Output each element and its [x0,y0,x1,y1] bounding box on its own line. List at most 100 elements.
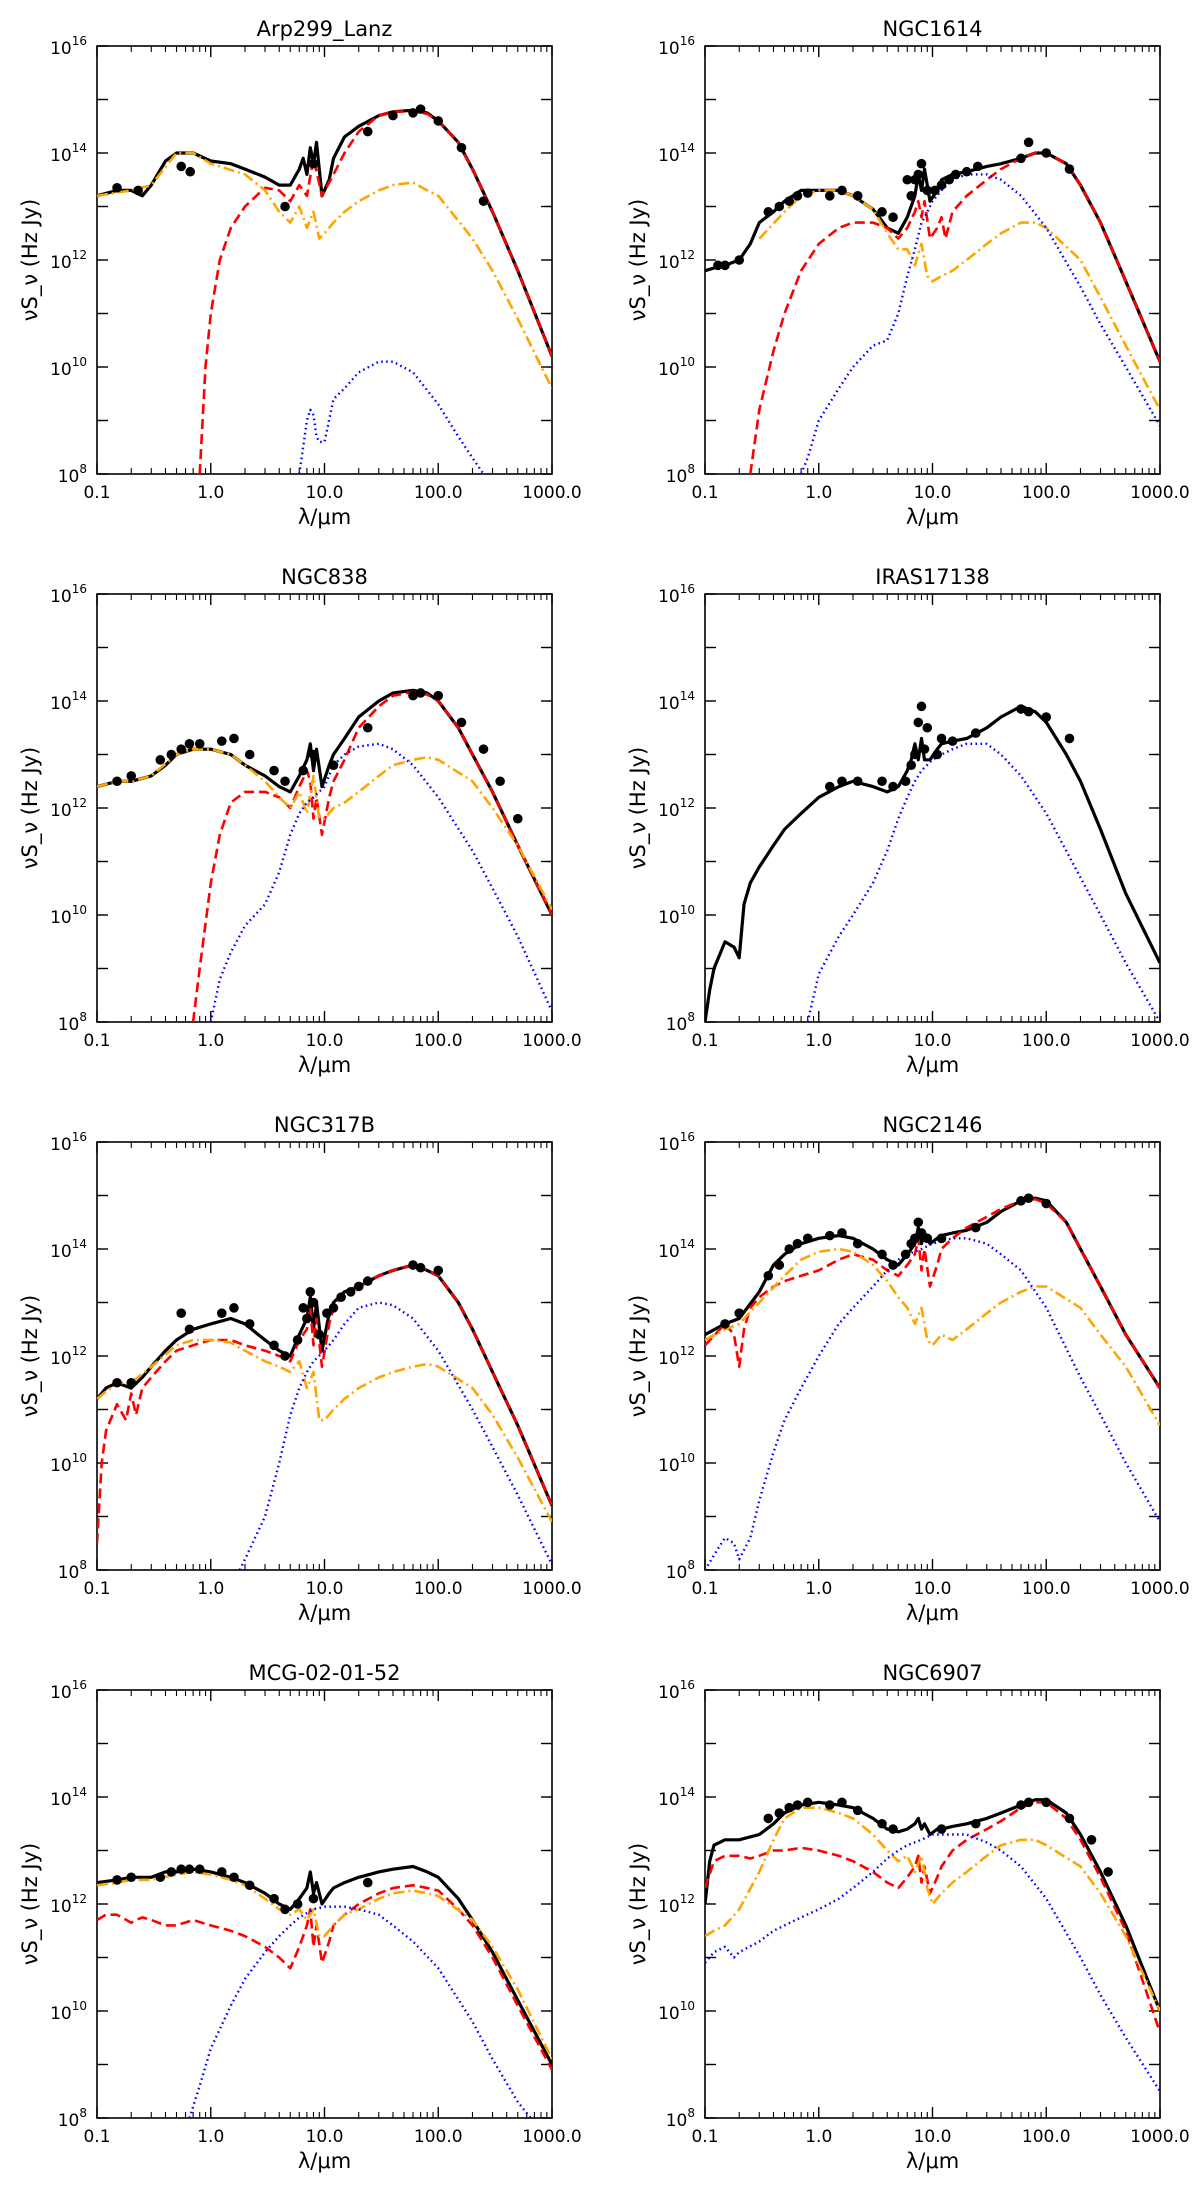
observed-point [792,191,803,201]
x-tick-label: 1.0 [197,2127,224,2147]
observed-point [877,207,887,217]
y-tick-label: 1010 [50,1451,87,1476]
observed-point [305,1287,316,1297]
observed-point [888,1260,898,1270]
x-axis-label: λ/μm [298,1053,351,1077]
plot-frame [96,1689,553,2119]
series-group [97,1864,552,2118]
observed-point [906,191,917,201]
observed-point [126,1872,137,1883]
observed-point [308,158,319,169]
observed-point [280,1904,290,1915]
observed-point [184,1324,195,1335]
observed-point [456,717,467,728]
x-axis: 0.1 1.0 10.0 100.0 1000.0 λ/μm [83,46,582,529]
y-tick-label: 1012 [658,1892,695,1917]
y-tick-label: 1016 [658,1678,695,1703]
observed-point [970,1222,981,1233]
x-tick-label: 10.0 [306,483,344,503]
series-line-orange-dashdot [97,151,552,389]
observed-point [185,166,196,177]
x-tick-label: 1000.0 [522,1031,581,1051]
y-axis-label: νS_ν (Hz Jy) [626,199,651,321]
series-line-total [97,688,552,916]
y-tick-label: 1010 [658,903,695,928]
series-line-red-dashed [705,1197,1160,1389]
series-line-blue-dotted [705,1237,1160,1570]
series-line-blue-dotted [188,1905,533,2118]
x-tick-label: 10.0 [914,1579,952,1599]
observed-point [916,701,927,712]
series-line-orange-dashdot [97,747,552,911]
series-line-orange-dashdot [705,1806,1160,2012]
observed-point [947,736,958,746]
x-tick-label: 100.0 [414,2127,463,2147]
observed-point [1023,706,1034,717]
observed-point [362,722,373,733]
x-tick-label: 1000.0 [522,2127,581,2147]
x-tick-label: 0.1 [691,1579,718,1599]
observed-point [302,1313,312,1324]
observed-point [112,776,122,787]
series-line-blue-dotted [298,360,485,474]
observed-point [244,1880,255,1891]
observed-point [308,1893,319,1904]
observed-point [919,744,930,754]
y-axis-label: νS_ν (Hz Jy) [18,747,43,869]
y-tick-label: 1014 [658,689,695,714]
observed-point [936,733,947,744]
observed-point [824,781,835,792]
observed-point [922,185,933,196]
y-tick-label: 1014 [658,141,695,166]
x-tick-label: 100.0 [1022,2127,1071,2147]
observed-point [913,169,924,180]
observed-point [112,182,122,193]
x-tick-label: 0.1 [83,2127,110,2147]
y-tick-label: 1014 [50,1237,87,1262]
x-tick-label: 1000.0 [1130,2127,1189,2147]
series-line-blue-dotted [806,742,1160,1022]
y-tick-label: 1010 [50,903,87,928]
observed-point [433,116,444,126]
x-tick-label: 10.0 [306,2127,344,2147]
x-tick-label: 1.0 [197,483,224,503]
observed-point [888,1824,898,1834]
observed-point [877,1249,887,1260]
observed-point [229,1872,239,1883]
plot-frame [704,45,1161,475]
x-tick-label: 1.0 [805,1579,832,1599]
observed-point [852,1238,863,1249]
observed-point [837,1797,847,1808]
x-tick-label: 1.0 [805,483,832,503]
series-line-orange-dashdot [97,1338,552,1523]
observed-point [328,1303,339,1313]
series-line-orange-dashdot [705,1247,1160,1427]
series-line-total [705,151,1160,363]
observed-point [900,1249,911,1260]
y-tick-label: 1016 [658,582,695,607]
series-line-red-dashed [97,1884,552,2071]
y-tick-label: 1014 [658,1237,695,1262]
observed-point [194,1864,205,1875]
observed-point [774,201,785,212]
observed-point [906,760,917,770]
x-axis-label: λ/μm [906,505,959,529]
observed-point [837,1228,847,1238]
observed-point [298,765,309,776]
observed-point [415,688,426,698]
observed-point [184,1864,195,1875]
observed-point [155,755,166,765]
observed-point [1103,1867,1113,1877]
series-line-red-dashed [191,690,552,1022]
observed-point [1064,164,1075,174]
observed-point [970,728,981,738]
x-tick-label: 100.0 [414,1579,463,1599]
observed-point [936,180,947,190]
x-tick-label: 1000.0 [1130,1031,1189,1051]
observed-point [913,717,924,728]
observed-point [972,161,983,172]
